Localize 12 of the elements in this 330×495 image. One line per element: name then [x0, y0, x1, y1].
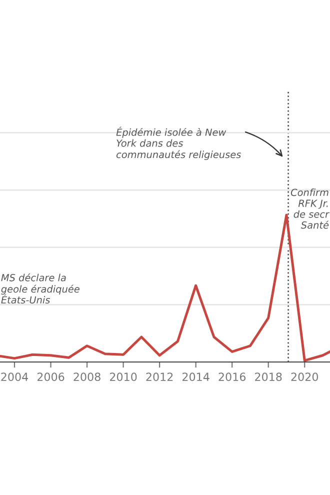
x-tick-label: 2020 — [291, 372, 318, 382]
text: Épidémie isolée à New York dans des communautés religieuses — [116, 126, 241, 160]
x-tick-label: 2006 — [37, 372, 64, 382]
x-tick-label: 2018 — [255, 372, 282, 382]
annotation: MS déclare la geole éradiquée États-Unis — [1, 273, 80, 304]
x-tick-label: 2010 — [110, 372, 137, 382]
x-tick-label: 2008 — [74, 372, 100, 382]
x-tick-label: 2004 — [1, 372, 28, 382]
x-tick-label: 2012 — [146, 372, 173, 382]
annotation: Confirm RFK Jr. de secr Santé — [290, 188, 330, 229]
x-tick-label: 2014 — [182, 372, 210, 382]
x-tick-label: 2016 — [218, 372, 246, 382]
